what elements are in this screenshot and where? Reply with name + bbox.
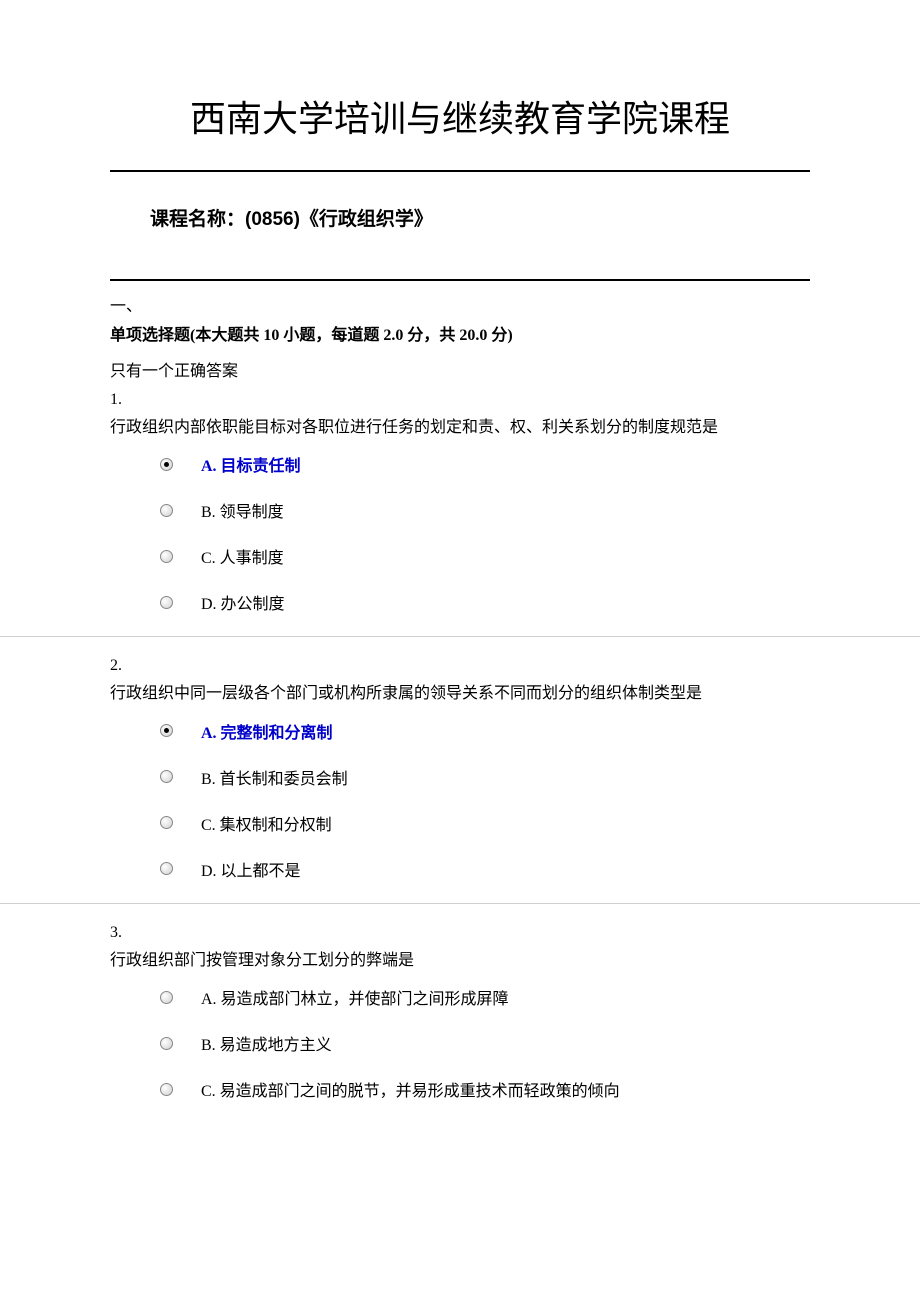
option[interactable]: B. 易造成地方主义 — [160, 1031, 810, 1055]
options-list: A. 易造成部门林立，并使部门之间形成屏障 B. 易造成地方主义 C. 易造成部门之… — [160, 985, 810, 1101]
option[interactable]: C. 人事制度 — [160, 544, 810, 568]
question-number: 1. — [110, 391, 810, 409]
option-label: D. 以上都不是 — [201, 857, 301, 881]
option[interactable]: B. 领导制度 — [160, 498, 810, 522]
radio-button[interactable] — [160, 770, 173, 783]
course-name: 课程名称：(0856)《行政组织学》 — [150, 204, 810, 231]
section-number: 一、 — [110, 293, 810, 322]
section-header: 一、 单项选择题(本大题共 10 小题，每道题 2.0 分，共 20.0 分) — [110, 293, 810, 351]
options-list: A. 目标责任制 B. 领导制度 C. 人事制度 D. 办公制度 — [160, 452, 810, 614]
option-label: A. 目标责任制 — [201, 452, 301, 476]
radio-button[interactable] — [160, 504, 173, 517]
option-label: C. 集权制和分权制 — [201, 811, 332, 835]
question-text: 行政组织内部依职能目标对各职位进行任务的划定和责、权、利关系划分的制度规范是 — [110, 415, 810, 441]
question-divider — [0, 636, 920, 637]
radio-button[interactable] — [160, 458, 173, 471]
questions-container: 1. 行政组织内部依职能目标对各职位进行任务的划定和责、权、利关系划分的制度规范是… — [110, 391, 810, 1102]
option[interactable]: A. 目标责任制 — [160, 452, 810, 476]
option-label: B. 易造成地方主义 — [201, 1031, 332, 1055]
option-label: A. 易造成部门林立，并使部门之间形成屏障 — [201, 985, 509, 1009]
question-text: 行政组织部门按管理对象分工划分的弊端是 — [110, 948, 810, 974]
option[interactable]: D. 以上都不是 — [160, 857, 810, 881]
option-label: B. 领导制度 — [201, 498, 284, 522]
options-list: A. 完整制和分离制 B. 首长制和委员会制 C. 集权制和分权制 D. 以上都不是 — [160, 719, 810, 881]
option[interactable]: A. 完整制和分离制 — [160, 719, 810, 743]
question-divider-wrap — [0, 903, 920, 904]
question: 1. 行政组织内部依职能目标对各职位进行任务的划定和责、权、利关系划分的制度规范是… — [110, 391, 810, 615]
main-title: 西南大学培训与继续教育学院课程 — [110, 90, 810, 142]
option[interactable]: B. 首长制和委员会制 — [160, 765, 810, 789]
question-divider — [0, 903, 920, 904]
section-note: 只有一个正确答案 — [110, 357, 810, 381]
option[interactable]: C. 易造成部门之间的脱节，并易形成重技术而轻政策的倾向 — [160, 1077, 810, 1101]
option[interactable]: C. 集权制和分权制 — [160, 811, 810, 835]
option-label: A. 完整制和分离制 — [201, 719, 333, 743]
radio-button[interactable] — [160, 1083, 173, 1096]
radio-button[interactable] — [160, 596, 173, 609]
option-label: C. 易造成部门之间的脱节，并易形成重技术而轻政策的倾向 — [201, 1077, 620, 1101]
page-content: 西南大学培训与继续教育学院课程 课程名称：(0856)《行政组织学》 一、 单项… — [0, 0, 920, 1163]
question-text: 行政组织中同一层级各个部门或机构所隶属的领导关系不同而划分的组织体制类型是 — [110, 681, 810, 707]
title-divider — [110, 170, 810, 172]
radio-button[interactable] — [160, 1037, 173, 1050]
question-number: 2. — [110, 657, 810, 675]
option[interactable]: D. 办公制度 — [160, 590, 810, 614]
section-divider — [110, 279, 810, 281]
radio-button[interactable] — [160, 550, 173, 563]
question-number: 3. — [110, 924, 810, 942]
option[interactable]: A. 易造成部门林立，并使部门之间形成屏障 — [160, 985, 810, 1009]
radio-button[interactable] — [160, 862, 173, 875]
radio-button[interactable] — [160, 991, 173, 1004]
section-title: 单项选择题(本大题共 10 小题，每道题 2.0 分，共 20.0 分) — [110, 327, 513, 344]
option-label: C. 人事制度 — [201, 544, 284, 568]
option-label: D. 办公制度 — [201, 590, 285, 614]
question-divider-wrap — [0, 636, 920, 637]
question: 3. 行政组织部门按管理对象分工划分的弊端是 A. 易造成部门林立，并使部门之间形成… — [110, 924, 810, 1102]
question: 2. 行政组织中同一层级各个部门或机构所隶属的领导关系不同而划分的组织体制类型是 A… — [110, 657, 810, 881]
radio-button[interactable] — [160, 724, 173, 737]
radio-button[interactable] — [160, 816, 173, 829]
option-label: B. 首长制和委员会制 — [201, 765, 348, 789]
